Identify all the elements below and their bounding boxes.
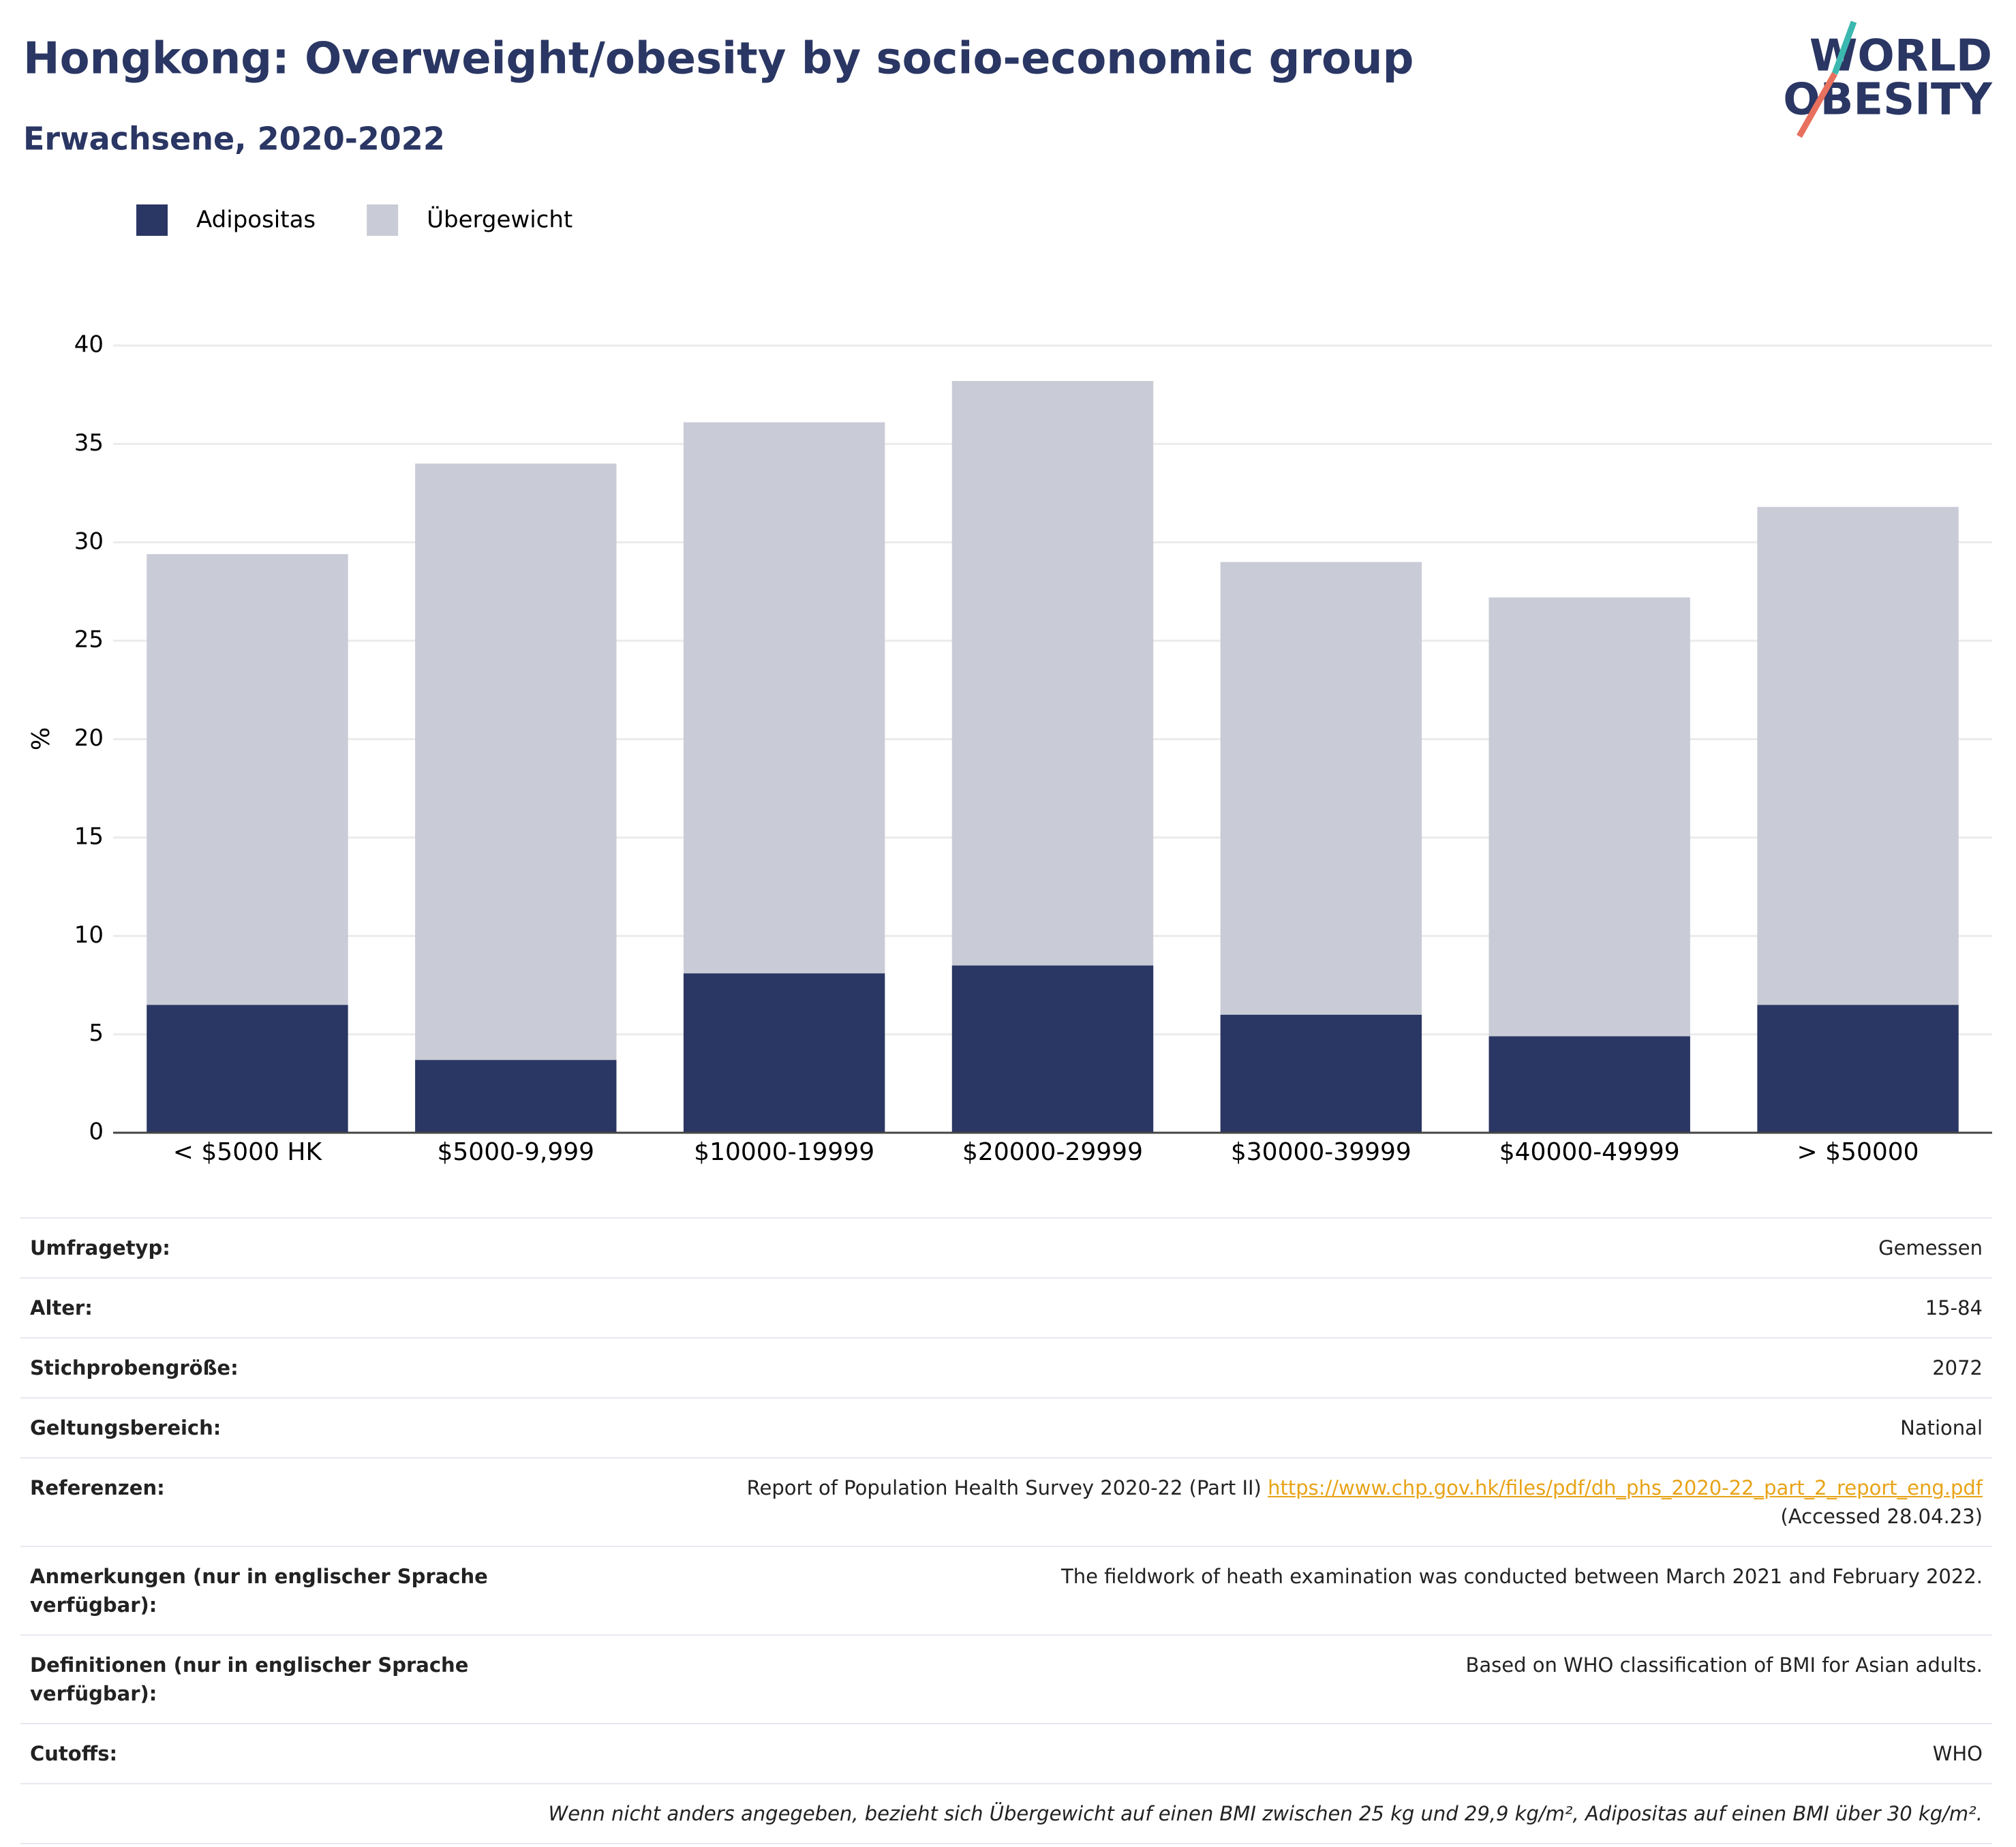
info-text: Report of Population Health Survey 2020-… — [746, 1476, 1262, 1499]
y-tick-label: 25 — [74, 626, 104, 654]
info-row: Alter: 15-84 — [20, 1277, 1992, 1338]
y-tick-label: 30 — [74, 528, 104, 555]
y-tick-label: 15 — [74, 823, 104, 850]
x-tick-label: < $5000 HK — [173, 1138, 323, 1166]
y-axis-title: % — [27, 727, 55, 750]
info-row: Anmerkungen (nur in englischer Sprache v… — [20, 1546, 1992, 1635]
info-value: Gemessen — [517, 1217, 1992, 1278]
info-value: WHO — [517, 1723, 1992, 1784]
bar-segment — [951, 965, 1154, 1133]
info-value: The fieldwork of heath examination was c… — [517, 1546, 1992, 1635]
info-label: Anmerkungen (nur in englischer Sprache v… — [20, 1546, 517, 1635]
info-value: National — [517, 1397, 1992, 1458]
bar-segment — [415, 1060, 617, 1133]
bar-segment — [1757, 506, 1959, 1005]
chart: Hongkong: Overweight/obesity by socio-ec… — [23, 20, 1993, 1166]
info-label: Stichprobengröße: — [20, 1337, 517, 1398]
x-tick-label: $10000-19999 — [694, 1138, 874, 1166]
info-label: Cutoffs: — [20, 1723, 517, 1784]
bar-segment — [683, 973, 885, 1133]
info-row: Geltungsbereich: National — [20, 1397, 1992, 1458]
chart-title: Hongkong: Overweight/obesity by socio-ec… — [23, 34, 1414, 85]
footnote: Wenn nicht anders angegeben, bezieht sic… — [20, 1783, 1992, 1844]
info-label: Referenzen: — [20, 1457, 517, 1546]
info-value: Report of Population Health Survey 2020-… — [517, 1457, 1992, 1546]
info-row: Definitionen (nur in englischer Sprache … — [20, 1634, 1992, 1724]
y-tick-label: 40 — [74, 331, 104, 358]
info-text: Based on WHO classification of BMI for A… — [1465, 1653, 1983, 1677]
info-label: Geltungsbereich: — [20, 1397, 517, 1458]
info-value: Based on WHO classification of BMI for A… — [517, 1634, 1992, 1724]
info-text: Gemessen — [1878, 1236, 1983, 1260]
y-tick-label: 20 — [74, 724, 104, 752]
info-text: The fieldwork of heath examination was c… — [1061, 1565, 1983, 1588]
y-tick-label: 5 — [89, 1020, 104, 1047]
info-row: Referenzen: Report of Population Health S… — [20, 1457, 1992, 1546]
info-text: WHO — [1932, 1742, 1983, 1765]
info-table: Umfragetyp: Gemessen Alter: 15-84 Stichprobe… — [20, 1217, 1992, 1844]
y-tick-label: 35 — [74, 429, 104, 457]
info-text: 15-84 — [1925, 1296, 1983, 1319]
logo: WORLD OBESITY — [1783, 20, 1993, 138]
bar-segment — [1220, 1014, 1422, 1133]
info-text: National — [1900, 1416, 1983, 1439]
x-tick-label: $5000-9,999 — [437, 1138, 594, 1166]
bar-segment — [683, 422, 885, 974]
info-label: Umfragetyp: — [20, 1217, 517, 1278]
bar-segment — [1488, 1036, 1690, 1133]
x-tick-label: $40000-49999 — [1499, 1138, 1680, 1166]
info-text: 2072 — [1932, 1356, 1983, 1379]
info-row: Stichprobengröße: 2072 — [20, 1337, 1992, 1398]
info-note: (Accessed 28.04.23) — [1780, 1505, 1983, 1528]
y-tick-label: 10 — [74, 921, 104, 949]
bar-segment — [147, 554, 348, 1005]
logo-slash — [1797, 72, 1837, 138]
y-tick-label: 0 — [89, 1118, 104, 1146]
legend-swatch — [136, 204, 168, 236]
legend-label: Adipositas — [196, 207, 316, 234]
legend-label: Übergewicht — [427, 206, 572, 234]
bar-segment — [147, 1005, 348, 1133]
info-value: 2072 — [517, 1337, 1992, 1398]
bar-segment — [1757, 1005, 1959, 1133]
legend-swatch — [367, 204, 399, 236]
bar-segment — [951, 380, 1154, 966]
info-label: Definitionen (nur in englischer Sprache … — [20, 1634, 517, 1724]
info-row: Umfragetyp: Gemessen — [20, 1217, 1992, 1278]
x-tick-label: > $50000 — [1797, 1138, 1919, 1166]
info-value: 15-84 — [517, 1277, 1992, 1338]
x-tick-label: $30000-39999 — [1231, 1138, 1411, 1166]
chart-subtitle: Erwachsene, 2020-2022 — [23, 121, 445, 157]
logo-text: OBESITY — [1783, 75, 1992, 125]
footnote-row: Wenn nicht anders angegeben, bezieht sic… — [20, 1783, 1992, 1844]
info-row: Cutoffs: WHO — [20, 1723, 1992, 1784]
reference-link[interactable]: https://www.chp.gov.hk/files/pdf/dh_phs_… — [1268, 1476, 1983, 1499]
info-label: Alter: — [20, 1277, 517, 1338]
bar-segment — [1488, 597, 1690, 1037]
bar-segment — [1220, 562, 1422, 1015]
bar-segment — [415, 463, 617, 1060]
x-tick-label: $20000-29999 — [962, 1138, 1143, 1166]
logo-slash — [1831, 20, 1857, 75]
